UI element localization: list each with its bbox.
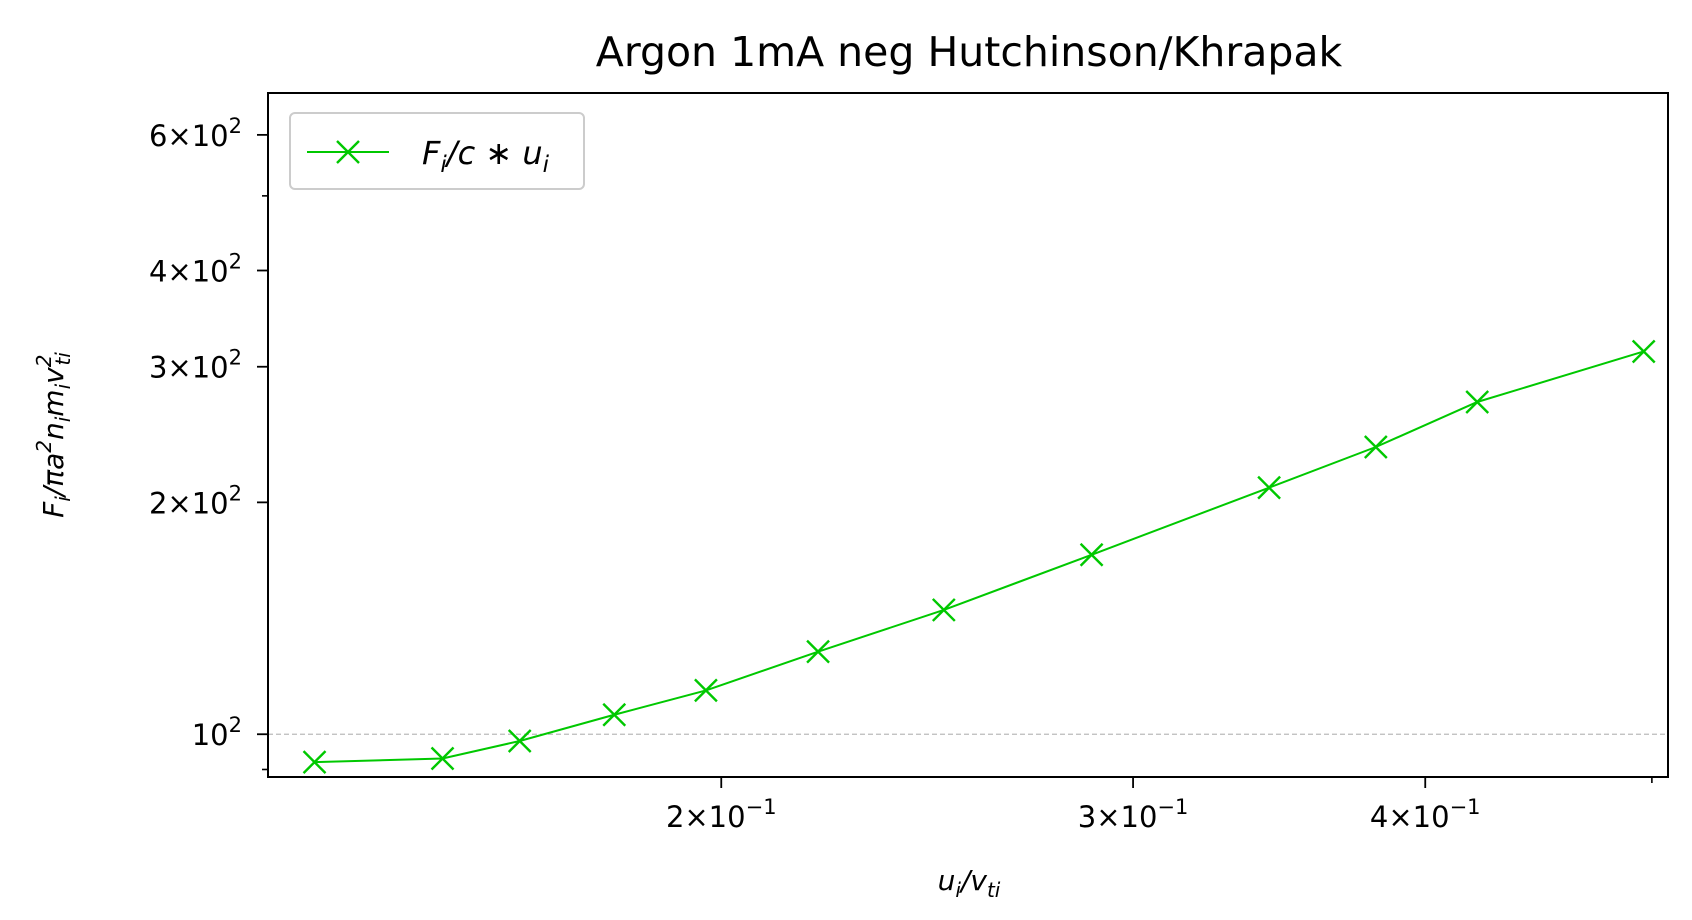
point-marker-stroke (1257, 475, 1281, 500)
data-point (1363, 435, 1388, 459)
point-marker-stroke (1465, 390, 1490, 414)
data-point (806, 639, 830, 664)
point-marker-stroke (602, 702, 627, 727)
legend-marker (336, 140, 360, 164)
legend-label: Fi/c ∗ ui (422, 134, 550, 178)
point-marker-stroke (931, 598, 956, 622)
point-marker-stroke (302, 750, 327, 774)
chart-title: Argon 1mA neg Hutchinson/Khrapak (596, 28, 1343, 76)
x-tick-label: 2×10−1 (666, 795, 777, 834)
point-marker-stroke (806, 639, 830, 664)
y-tick-label: 6×102 (149, 114, 242, 153)
point-marker-stroke (694, 678, 718, 703)
point-marker-stroke (507, 729, 532, 753)
data-point (931, 598, 956, 622)
point-marker-stroke (430, 746, 455, 771)
plot-frame (267, 92, 1669, 778)
axis-labels: ui/vti Fi/πa2nimiv2ti (32, 352, 1001, 902)
data-point (302, 750, 327, 774)
y-tick-label: 4×102 (149, 250, 242, 289)
y-tick-label: 102 (192, 713, 242, 752)
x-tick-label: 4×10−1 (1370, 795, 1481, 834)
data-point (1631, 339, 1656, 364)
legend-frame (289, 112, 585, 190)
data-point (602, 702, 627, 727)
plot-area (268, 339, 1668, 774)
data-point (430, 746, 455, 771)
x-axis-label: ui/vti (938, 864, 1001, 902)
y-tick-label: 3×102 (149, 346, 242, 385)
x-tick-label: 3×10−1 (1078, 795, 1189, 834)
data-point (1257, 475, 1281, 500)
data-point (507, 729, 532, 753)
axes: 2×10−1 3×10−1 4×10−1 102 2×102 3×102 4×102 6×10… (149, 92, 1669, 834)
point-marker-stroke (1079, 542, 1104, 567)
point-marker-stroke (1363, 435, 1388, 459)
point-marker-stroke (1631, 339, 1656, 364)
data-point (1079, 542, 1104, 567)
series-line (314, 350, 1645, 764)
legend: Fi/c ∗ ui (289, 112, 585, 190)
legend-box: Fi/c ∗ ui (289, 112, 585, 190)
y-axis-label: Fi/πa2nimiv2ti (32, 352, 75, 518)
data-point (694, 678, 718, 703)
y-tick-label: 2×102 (149, 481, 242, 520)
data-point (1465, 390, 1490, 414)
